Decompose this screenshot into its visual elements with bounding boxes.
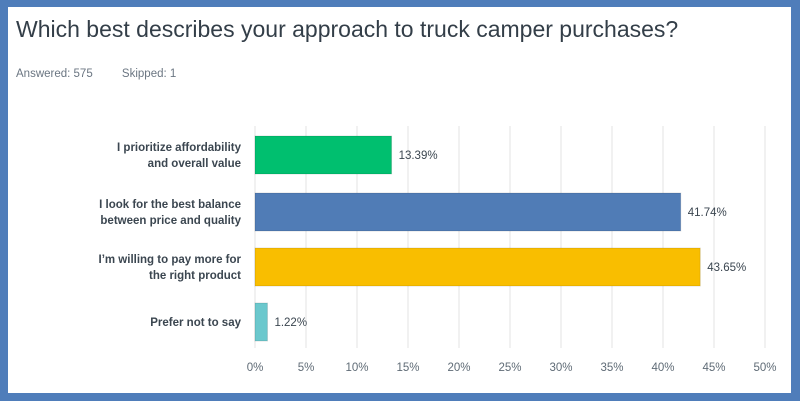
category-label: I look for the best balance	[99, 199, 241, 211]
x-tick-label: 45%	[702, 362, 725, 374]
x-tick-label: 50%	[753, 362, 776, 374]
category-label: I prioritize affordability	[117, 142, 242, 154]
x-tick-label: 30%	[549, 362, 572, 374]
category-label: between price and quality	[100, 215, 241, 227]
page-title: Which best describes your approach to tr…	[16, 16, 679, 42]
category-label: I’m willing to pay more for	[99, 254, 242, 266]
answered-count: Answered: 575	[16, 68, 93, 80]
skipped-count: Skipped: 1	[121, 68, 177, 80]
data-label: 43.65%	[707, 262, 746, 274]
bar	[254, 247, 701, 287]
bar	[254, 135, 393, 175]
response-stats: Answered: 575 Skipped: 1	[16, 68, 202, 80]
data-label: 1.22%	[274, 317, 307, 329]
x-tick-label: 25%	[498, 362, 521, 374]
x-tick-label: 40%	[651, 362, 674, 374]
bar	[254, 302, 268, 342]
x-tick-label: 10%	[345, 362, 368, 374]
x-tick-label: 5%	[298, 362, 315, 374]
x-tick-label: 0%	[247, 362, 264, 374]
category-label: the right product	[149, 270, 241, 282]
x-tick-label: 15%	[396, 362, 419, 374]
data-label: 41.74%	[688, 207, 727, 219]
category-label: Prefer not to say	[150, 317, 241, 329]
x-tick-label: 35%	[600, 362, 623, 374]
category-label: and overall value	[148, 158, 241, 170]
x-tick-label: 20%	[447, 362, 470, 374]
data-label: 13.39%	[399, 150, 438, 162]
bar	[254, 192, 682, 232]
